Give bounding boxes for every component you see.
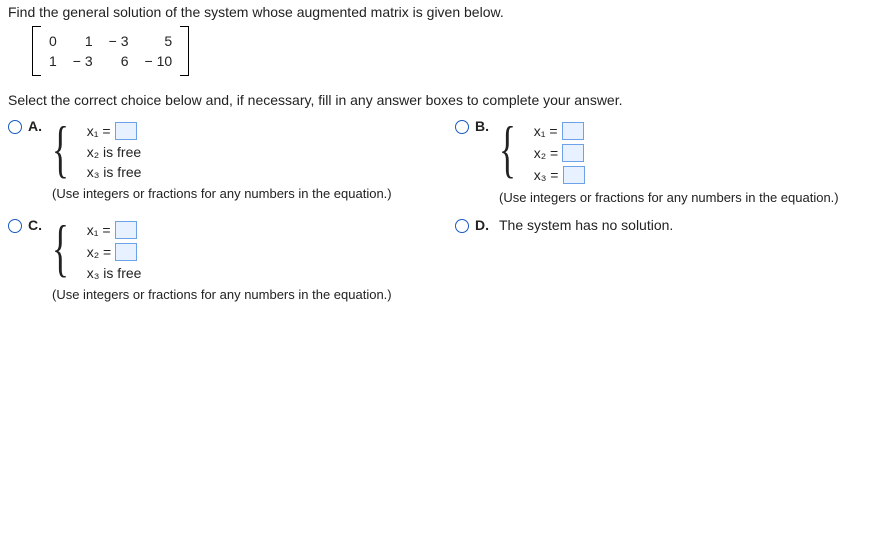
- eq-label: x₃ =: [534, 167, 559, 183]
- choice-letter: D.: [475, 217, 489, 302]
- eq-label: x₃ is free: [87, 164, 142, 180]
- no-solution-text: The system has no solution.: [499, 217, 878, 233]
- eq-label: x₂ =: [87, 244, 112, 260]
- matrix-cell: 0: [41, 31, 65, 51]
- matrix-table: 0 1 − 3 5 1 − 3 6 − 10: [41, 31, 180, 71]
- answer-input-c-x2[interactable]: [115, 243, 137, 261]
- eq-label: x₂ is free: [87, 144, 141, 160]
- eq-label: x₁ =: [87, 123, 111, 139]
- choice-b: B. { x₁ = x₂ = x₃ = (Use integers or fra…: [455, 118, 878, 205]
- matrix-cell: 5: [137, 31, 181, 51]
- answer-input-b-x1[interactable]: [562, 122, 584, 140]
- augmented-matrix: 0 1 − 3 5 1 − 3 6 − 10: [32, 26, 189, 76]
- eq-label: x₂ =: [534, 145, 559, 161]
- choice-letter: A.: [28, 118, 42, 205]
- bracket-right: [180, 26, 189, 76]
- answer-input-c-x1[interactable]: [115, 221, 137, 239]
- radio-d[interactable]: [455, 219, 469, 233]
- choice-letter: C.: [28, 217, 42, 302]
- answer-input-b-x3[interactable]: [563, 166, 585, 184]
- brace-icon: {: [52, 219, 69, 277]
- bracket-left: [32, 26, 41, 76]
- eq-label: x₁ =: [534, 123, 558, 139]
- eq-label: x₃ is free: [87, 265, 142, 281]
- hint-text: (Use integers or fractions for any numbe…: [499, 190, 878, 205]
- answer-input-a-x1[interactable]: [115, 122, 137, 140]
- radio-a[interactable]: [8, 120, 22, 134]
- matrix-cell: − 10: [137, 51, 181, 71]
- matrix-cell: 1: [41, 51, 65, 71]
- eq-label: x₁ =: [87, 222, 111, 238]
- radio-c[interactable]: [8, 219, 22, 233]
- matrix-cell: 6: [101, 51, 137, 71]
- brace-icon: {: [52, 120, 69, 178]
- brace-icon: {: [499, 120, 516, 178]
- answer-choices: A. { x₁ = x₂ is free x₃ is free (Use int…: [8, 118, 878, 302]
- hint-text: (Use integers or fractions for any numbe…: [52, 287, 431, 302]
- question-prompt: Find the general solution of the system …: [8, 4, 878, 20]
- choice-letter: B.: [475, 118, 489, 205]
- matrix-cell: 1: [65, 31, 101, 51]
- choice-c: C. { x₁ = x₂ = x₃ is free (Use integers …: [8, 217, 431, 302]
- choice-a: A. { x₁ = x₂ is free x₃ is free (Use int…: [8, 118, 431, 205]
- instruction-text: Select the correct choice below and, if …: [8, 92, 878, 108]
- radio-b[interactable]: [455, 120, 469, 134]
- matrix-cell: − 3: [101, 31, 137, 51]
- answer-input-b-x2[interactable]: [562, 144, 584, 162]
- hint-text: (Use integers or fractions for any numbe…: [52, 186, 431, 201]
- choice-d: D. The system has no solution.: [455, 217, 878, 302]
- matrix-cell: − 3: [65, 51, 101, 71]
